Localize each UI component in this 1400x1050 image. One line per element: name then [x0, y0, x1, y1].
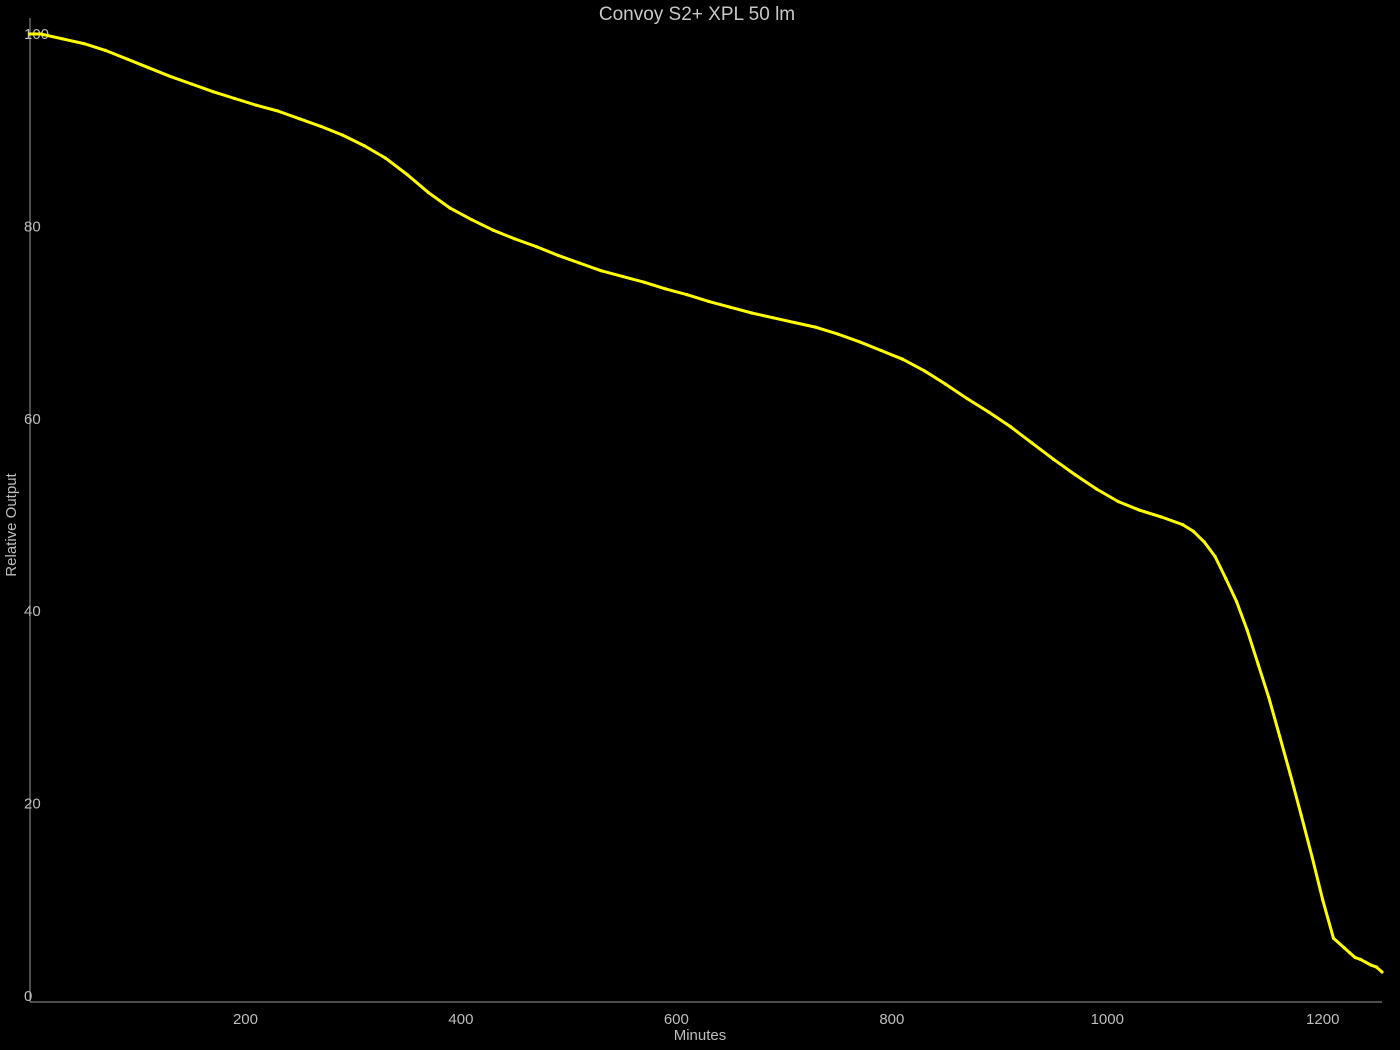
- data-point: [405, 172, 409, 177]
- data-point: [577, 261, 582, 265]
- data-point: [1267, 696, 1271, 700]
- data-point: [340, 133, 344, 137]
- data-point: [642, 280, 646, 284]
- data-point: [1159, 515, 1163, 519]
- data-point: [1288, 773, 1292, 777]
- y-tick-label: 80: [24, 218, 41, 235]
- y-tick-label: 40: [24, 603, 41, 620]
- data-point: [728, 305, 732, 309]
- series-layer: [28, 32, 1384, 974]
- data-point: [1342, 946, 1346, 950]
- data-point: [620, 274, 625, 278]
- data-point: [1138, 508, 1142, 512]
- data-point: [987, 410, 991, 414]
- data-point: [254, 103, 258, 107]
- y-axis-label: Relative Output: [3, 472, 20, 576]
- data-point: [211, 90, 215, 94]
- data-point: [793, 321, 797, 325]
- x-tick-labels: 200 400 600 800 1000 1200: [233, 1011, 1339, 1028]
- x-tick-label: 200: [233, 1011, 258, 1028]
- data-point: [556, 253, 560, 257]
- data-point: [1369, 963, 1373, 967]
- axes: [29, 18, 1382, 1003]
- data-point: [965, 397, 969, 401]
- data-point: [879, 348, 883, 353]
- data-point: [28, 32, 32, 36]
- data-point: [750, 311, 754, 315]
- x-tick-label: 600: [664, 1011, 689, 1028]
- data-point: [470, 218, 474, 222]
- data-point: [1030, 441, 1034, 445]
- data-point: [1224, 576, 1228, 581]
- data-point: [1094, 487, 1099, 491]
- data-point: [1181, 523, 1185, 527]
- data-point: [534, 245, 538, 249]
- data-point: [1245, 628, 1249, 633]
- data-point: [1235, 600, 1239, 604]
- x-axis-label: Minutes: [674, 1027, 727, 1044]
- data-point: [1299, 813, 1303, 817]
- data-point: [233, 96, 237, 101]
- data-point: [168, 74, 172, 78]
- data-point: [319, 124, 323, 128]
- data-point: [1380, 970, 1384, 974]
- data-point: [103, 48, 107, 53]
- data-point: [1331, 936, 1336, 940]
- data-point: [1321, 898, 1325, 902]
- data-point: [707, 299, 711, 303]
- data-point: [1191, 529, 1196, 534]
- data-point: [901, 357, 905, 361]
- data-point: [297, 117, 301, 121]
- data-point: [1375, 965, 1379, 969]
- data-point: [190, 82, 194, 86]
- data-point: [491, 228, 495, 232]
- data-point: [427, 191, 431, 195]
- data-point: [125, 57, 129, 61]
- data-point: [771, 316, 775, 320]
- data-point: [276, 109, 280, 113]
- x-tick-label: 1000: [1091, 1011, 1124, 1028]
- data-point: [1051, 457, 1055, 461]
- data-point: [1278, 734, 1282, 738]
- data-point: [362, 144, 366, 148]
- data-point: [1353, 955, 1357, 960]
- y-tick-label: 0: [24, 988, 32, 1005]
- data-point: [448, 206, 452, 210]
- data-point: [836, 332, 840, 336]
- data-point: [383, 156, 388, 160]
- y-tick-label: 60: [24, 411, 41, 428]
- data-point: [39, 32, 43, 36]
- data-point: [1364, 960, 1368, 964]
- data-point: [857, 340, 862, 344]
- data-point: [685, 293, 689, 297]
- data-point: [60, 37, 64, 41]
- data-point: [1310, 854, 1314, 859]
- series-line: [30, 32, 1384, 974]
- x-tick-label: 1200: [1306, 1011, 1339, 1028]
- data-point: [1202, 540, 1206, 544]
- data-point: [814, 325, 819, 329]
- data-point: [1256, 662, 1260, 666]
- data-point: [82, 42, 86, 46]
- data-point: [1073, 473, 1077, 477]
- data-point: [1008, 424, 1012, 429]
- chart-title: Convoy S2+ XPL 50 lm: [599, 4, 795, 25]
- y-tick-label: 20: [24, 796, 41, 813]
- data-point: [1348, 951, 1352, 955]
- data-point: [922, 369, 926, 373]
- data-point: [599, 269, 603, 273]
- data-point: [664, 287, 668, 291]
- data-point: [1116, 499, 1120, 504]
- data-point: [146, 66, 151, 70]
- data-point: [513, 237, 517, 241]
- data-point: [1358, 957, 1363, 962]
- x-tick-label: 800: [879, 1011, 904, 1028]
- data-point: [1213, 554, 1217, 559]
- x-tick-label: 400: [448, 1011, 473, 1028]
- data-point: [944, 382, 948, 386]
